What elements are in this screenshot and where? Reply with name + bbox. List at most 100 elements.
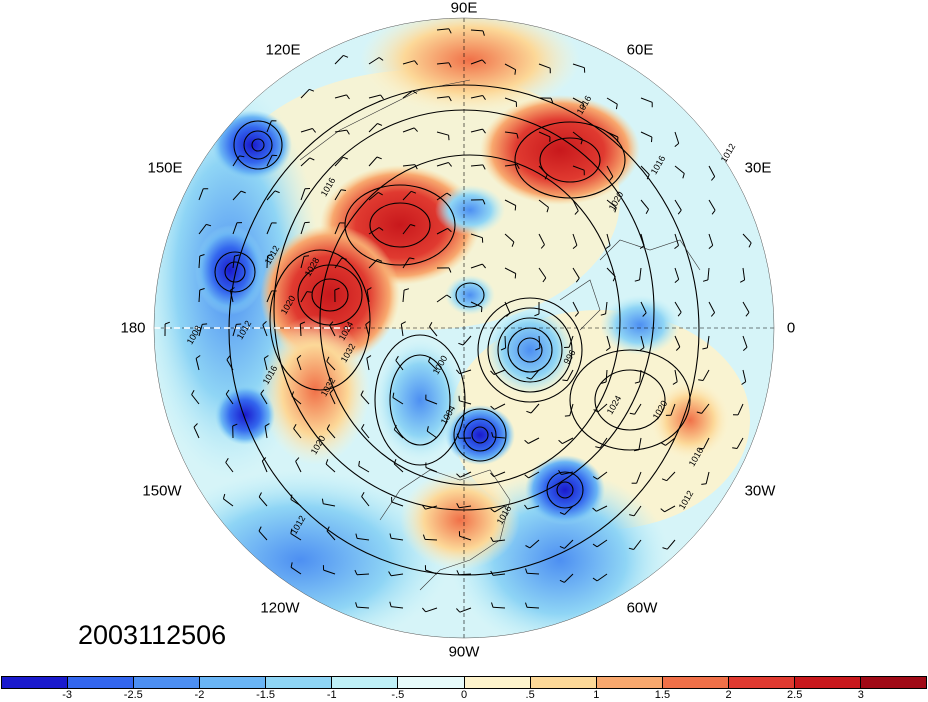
wind-barb-feather <box>393 459 397 465</box>
wind-barb-feather <box>366 355 372 359</box>
wind-barb-feather <box>260 389 265 395</box>
wind-barb <box>564 505 574 515</box>
wind-barb-feather <box>329 321 334 326</box>
wind-barb <box>526 572 540 575</box>
wind-barb-feather <box>482 95 486 100</box>
wind-barb <box>640 97 653 103</box>
wind-barb-feather <box>355 533 358 539</box>
wind-barb <box>470 29 484 32</box>
wind-barb-feather <box>612 276 616 282</box>
wind-barb-feather <box>506 312 511 317</box>
colorbar-label: 0 <box>460 689 468 701</box>
wind-barb-feather <box>261 457 267 462</box>
colorbar-label: -.5 <box>391 689 405 701</box>
wind-barb <box>391 606 404 609</box>
colorbar-box <box>398 677 465 688</box>
wind-barb <box>742 369 747 382</box>
wind-barb <box>633 539 642 550</box>
wind-barb-feather <box>708 245 714 249</box>
wind-barb-feather <box>592 577 598 582</box>
wind-barb-feather <box>411 190 417 194</box>
wind-barb <box>538 199 549 208</box>
wind-barb-feather <box>526 377 532 380</box>
wind-barb <box>538 63 551 69</box>
wind-barb-feather <box>698 379 704 381</box>
wind-barb <box>640 131 653 138</box>
wind-barb-feather <box>702 347 708 350</box>
wind-barb <box>326 428 336 439</box>
wind-barb <box>436 162 449 167</box>
wind-barb <box>596 539 608 548</box>
wind-barb <box>361 428 370 439</box>
wind-barb-feather <box>605 347 611 352</box>
wind-barb-feather <box>629 514 635 517</box>
wind-barb <box>633 505 642 517</box>
wind-barb <box>504 163 517 167</box>
wind-barb <box>606 199 617 208</box>
wind-barb-feather <box>426 426 429 432</box>
wind-barb-feather <box>514 273 517 279</box>
wind-barb-feather <box>195 355 201 359</box>
wind-barb <box>360 394 370 405</box>
lon-label-90e: 90E <box>450 0 478 17</box>
wind-barb <box>742 267 746 280</box>
wind-barb-feather <box>490 508 495 513</box>
wind-barb <box>462 335 472 346</box>
wind-barb-feather <box>660 508 665 513</box>
wind-barb-feather <box>645 209 650 214</box>
wind-barb-feather <box>482 199 486 205</box>
wind-barb-feather <box>295 457 300 462</box>
wind-barb <box>232 324 237 337</box>
wind-barb-feather <box>421 504 426 510</box>
wind-barb <box>674 335 681 348</box>
wind-barb <box>638 437 642 450</box>
wind-barb-feather <box>674 279 680 283</box>
wind-barb-feather <box>490 570 494 576</box>
wind-barb-feather <box>326 424 331 430</box>
wind-barb <box>402 60 415 65</box>
colorbar-label: -1.5 <box>256 689 276 701</box>
wind-barb <box>226 359 234 371</box>
wind-barb <box>425 569 438 575</box>
wind-barb-feather <box>456 433 460 439</box>
wind-barb-feather <box>526 410 532 414</box>
wind-barb <box>402 257 410 269</box>
wind-barb-feather <box>615 104 618 110</box>
wind-barb-feather <box>661 478 667 482</box>
wind-barb-feather <box>559 579 565 583</box>
wind-barb <box>606 131 619 138</box>
wind-barb <box>458 573 472 576</box>
wind-barb-feather <box>525 545 531 549</box>
wind-barb <box>470 59 483 65</box>
colorbar-label: 1 <box>593 689 600 701</box>
wind-barb <box>402 127 415 133</box>
wind-barb <box>492 606 506 609</box>
polar-stereographic-map <box>153 17 775 639</box>
wind-barb-feather <box>448 62 452 68</box>
wind-barb-feather <box>448 162 452 167</box>
wind-barb-feather <box>377 258 383 262</box>
wind-barb <box>191 394 200 405</box>
wind-barb <box>528 437 540 444</box>
wind-barb <box>702 369 710 381</box>
wind-barb-feather <box>741 381 746 385</box>
wind-barb <box>300 128 313 133</box>
wind-barb-feather <box>701 483 707 485</box>
wind-barb <box>393 463 404 473</box>
lon-label-60w: 60W <box>626 599 658 617</box>
wind-barb-feather <box>742 346 748 351</box>
wind-barb <box>504 97 517 103</box>
wind-barb <box>198 255 201 269</box>
wind-barb-feather <box>572 245 578 249</box>
coastlines <box>299 79 701 591</box>
wind-barb <box>597 471 608 480</box>
wind-barb-feather <box>309 88 315 92</box>
wind-barb-feather <box>428 356 431 362</box>
wind-barb-feather <box>661 442 666 446</box>
wind-barb <box>368 259 378 269</box>
wind-barb-feather <box>562 379 568 382</box>
wind-barb <box>300 157 311 167</box>
wind-barb <box>568 335 574 348</box>
colorbar-box <box>464 677 531 688</box>
wind-barb <box>737 403 744 416</box>
